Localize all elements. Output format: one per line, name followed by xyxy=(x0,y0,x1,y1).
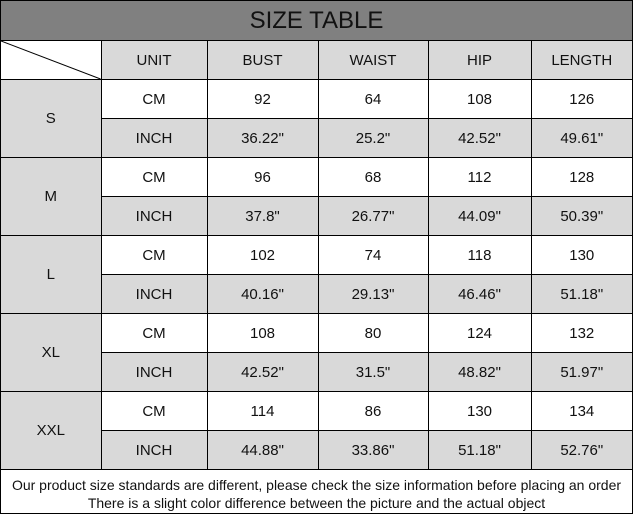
unit-cell: INCH xyxy=(101,196,208,236)
unit-cell: INCH xyxy=(101,118,208,158)
value-cell: 48.82" xyxy=(427,352,532,392)
value-cell: 126 xyxy=(530,79,632,119)
unit-cell: CM xyxy=(100,79,208,119)
value-cell: 50.39" xyxy=(530,196,632,236)
unit-cell: CM xyxy=(100,235,208,275)
value-cell: 26.77" xyxy=(317,196,429,236)
value-cell: 51.18" xyxy=(427,430,532,470)
corner-cell xyxy=(1,41,102,80)
value-cell: 128 xyxy=(530,157,632,197)
value-cell: 36.22" xyxy=(206,118,319,158)
header-row: UNIT BUST WAIST HIP LENGTH xyxy=(1,41,632,80)
value-cell: 96 xyxy=(206,157,319,197)
value-cell: 68 xyxy=(317,157,429,197)
value-cell: 86 xyxy=(317,391,429,431)
unit-cell: CM xyxy=(100,313,208,353)
value-cell: 31.5" xyxy=(317,352,429,392)
unit-cell: INCH xyxy=(101,352,208,392)
header-unit: UNIT xyxy=(100,41,208,80)
value-cell: 132 xyxy=(530,313,632,353)
value-cell: 130 xyxy=(530,235,632,275)
header-hip: HIP xyxy=(427,41,532,80)
value-cell: 108 xyxy=(427,79,532,119)
size-label: XXL xyxy=(1,391,102,470)
table-row: L CM 102 74 118 130 xyxy=(1,235,632,314)
unit-cell: INCH xyxy=(101,274,208,314)
header-bust: BUST xyxy=(206,41,319,80)
footer-line-2: There is a slight color difference betwe… xyxy=(87,495,546,511)
value-cell: 25.2" xyxy=(317,118,429,158)
value-cell: 114 xyxy=(206,391,319,431)
table-row: INCH 42.52" 31.5" 48.82" 51.97" xyxy=(1,352,632,392)
value-cell: 64 xyxy=(317,79,429,119)
size-label: M xyxy=(1,157,102,236)
value-cell: 37.8" xyxy=(206,196,319,236)
value-cell: 130 xyxy=(427,391,532,431)
unit-cell: CM xyxy=(100,157,208,197)
value-cell: 74 xyxy=(317,235,429,275)
value-cell: 80 xyxy=(317,313,429,353)
value-cell: 52.76" xyxy=(530,430,632,470)
value-cell: 44.09" xyxy=(427,196,532,236)
value-cell: 51.18" xyxy=(530,274,632,314)
header-waist: WAIST xyxy=(317,41,429,80)
footer-line-1: Our product size standards are different… xyxy=(11,477,622,493)
table-row: INCH 44.88" 33.86" 51.18" 52.76" xyxy=(1,430,632,470)
table-row: M CM 96 68 112 128 xyxy=(1,157,632,236)
size-label: XL xyxy=(1,313,102,392)
value-cell: 118 xyxy=(427,235,532,275)
size-table: UNIT BUST WAIST HIP LENGTH S CM 92 64 108 126… xyxy=(1,41,632,470)
value-cell: 51.97" xyxy=(530,352,632,392)
value-cell: 29.13" xyxy=(317,274,429,314)
size-label: L xyxy=(1,235,102,314)
value-cell: 42.52" xyxy=(206,352,319,392)
value-cell: 49.61" xyxy=(530,118,632,158)
size-label: S xyxy=(1,79,102,158)
footer-note: Our product size standards are different… xyxy=(1,470,632,512)
header-length: LENGTH xyxy=(530,41,632,80)
value-cell: 42.52" xyxy=(427,118,532,158)
table-row: XXL CM 114 86 130 134 xyxy=(1,391,632,470)
value-cell: 44.88" xyxy=(206,430,319,470)
value-cell: 92 xyxy=(206,79,319,119)
value-cell: 134 xyxy=(530,391,632,431)
value-cell: 112 xyxy=(427,157,532,197)
table-row: XL CM 108 80 124 132 xyxy=(1,313,632,392)
unit-cell: CM xyxy=(100,391,208,431)
value-cell: 102 xyxy=(206,235,319,275)
table-row: S CM 92 64 108 126 xyxy=(1,79,632,158)
value-cell: 40.16" xyxy=(206,274,319,314)
value-cell: 33.86" xyxy=(317,430,429,470)
unit-cell: INCH xyxy=(101,430,208,470)
diagonal-line xyxy=(1,41,101,79)
value-cell: 124 xyxy=(427,313,532,353)
value-cell: 46.46" xyxy=(427,274,532,314)
value-cell: 108 xyxy=(206,313,319,353)
table-title: SIZE TABLE xyxy=(1,1,632,41)
